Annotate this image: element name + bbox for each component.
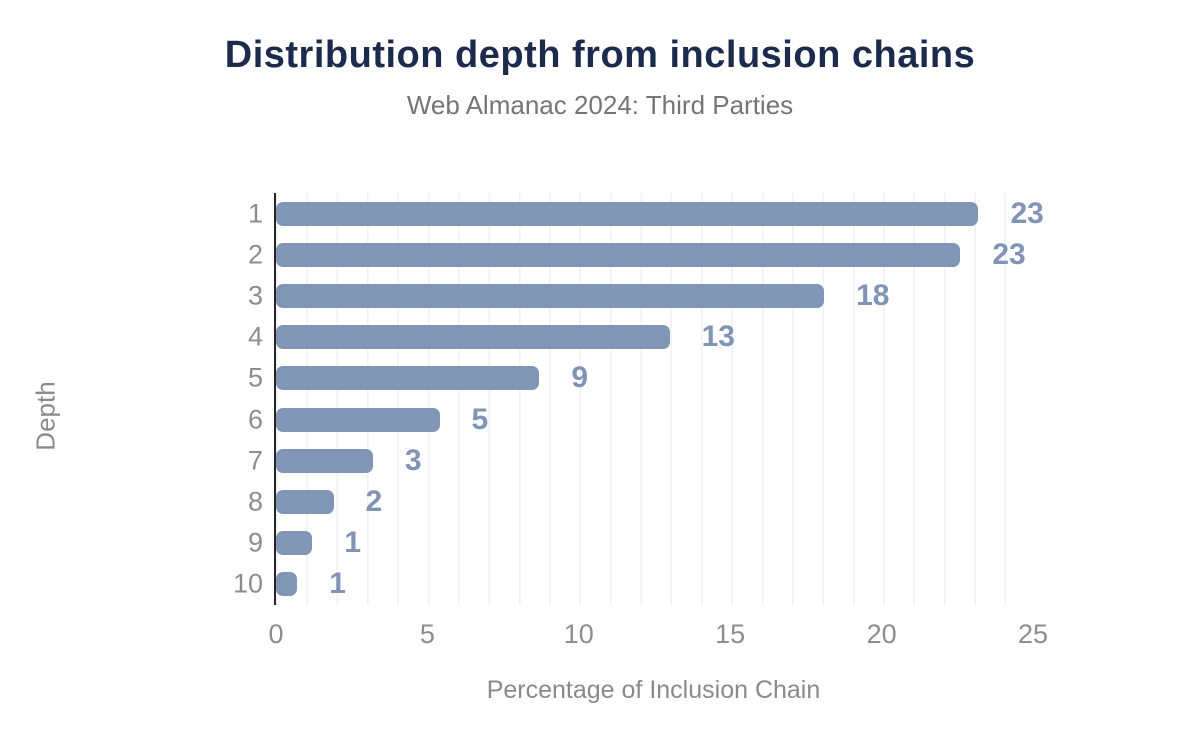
- x-axis-tick-label: 20: [866, 619, 897, 649]
- y-axis-category-label: 6: [247, 404, 263, 435]
- x-axis-ticks: 0 5 10 15 20 25: [268, 619, 1048, 649]
- bar-row: 10 1: [233, 564, 1033, 605]
- bar-row: 4 13: [248, 317, 1033, 358]
- bar-row: 1 23: [248, 193, 1044, 234]
- x-axis-tick-label: 15: [715, 619, 746, 649]
- x-axis-tick-label: 0: [268, 619, 284, 649]
- x-axis-tick-label: 10: [563, 619, 594, 649]
- bar-value-label: 23: [992, 237, 1026, 271]
- bar: [276, 572, 298, 597]
- bar: [276, 325, 670, 350]
- chart-title: Distribution depth from inclusion chains: [224, 34, 976, 76]
- bar-value-label: 2: [365, 484, 383, 518]
- bar: [276, 242, 961, 267]
- bar: [276, 448, 373, 473]
- y-axis-category-label: 5: [247, 362, 263, 393]
- x-axis-tick-label: 25: [1017, 619, 1049, 649]
- bar: [276, 489, 334, 514]
- bar-value-label: 1: [344, 526, 362, 560]
- bar: [276, 283, 825, 308]
- y-axis-category-label: 2: [247, 239, 263, 270]
- bar-value-label: 13: [701, 320, 735, 354]
- bar-value-label: 18: [856, 278, 890, 312]
- bar: [276, 531, 313, 556]
- plot-area: 1 23 2 23 3 18 4 13 5 9 6 5 7 3 8 2 9 1 10 1 0 5 10 15 20 25: [233, 193, 1048, 649]
- x-axis-title: Percentage of Inclusion Chain: [486, 676, 821, 704]
- y-axis-category-label: 9: [247, 527, 263, 558]
- bar: [276, 201, 979, 226]
- y-axis-category-label: 8: [247, 486, 263, 517]
- bar-value-label: 1: [329, 567, 346, 601]
- bar-value-label: 5: [471, 402, 489, 436]
- y-axis-title: Depth: [30, 381, 61, 451]
- bar-row: 2 23: [248, 234, 1033, 275]
- bar: [276, 407, 440, 432]
- x-axis-tick-label: 5: [419, 619, 435, 649]
- y-axis-category-label: 4: [247, 321, 263, 352]
- bar-value-label: 9: [571, 361, 589, 395]
- chart-subtitle: Web Almanac 2024: Third Parties: [406, 90, 794, 120]
- bar-value-label: 23: [1010, 196, 1044, 230]
- bar-row: 3 18: [248, 275, 1033, 316]
- y-axis-category-label: 1: [247, 198, 263, 229]
- bar-value-label: 3: [404, 443, 422, 477]
- y-axis-category-label: 10: [232, 568, 263, 599]
- y-axis-category-label: 3: [247, 280, 263, 311]
- y-axis-category-label: 7: [247, 445, 263, 476]
- bar: [276, 366, 540, 391]
